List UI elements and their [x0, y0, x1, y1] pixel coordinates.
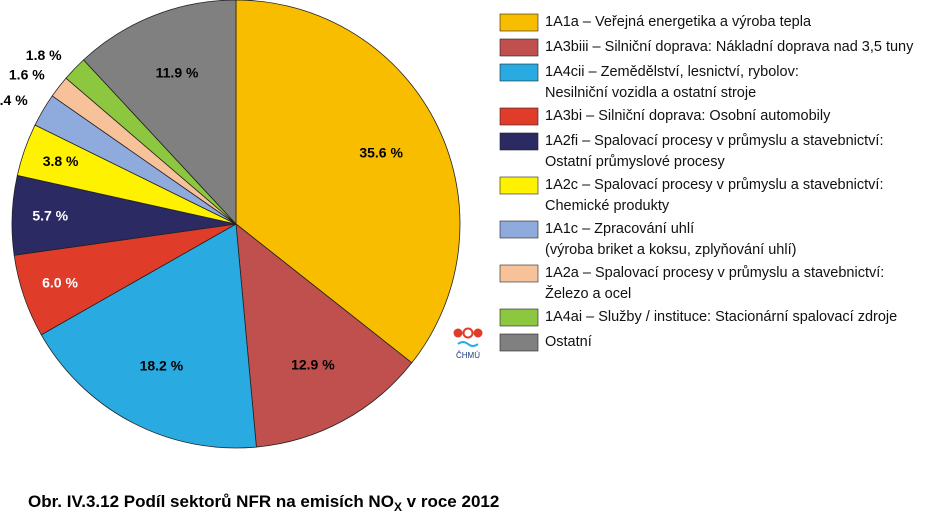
logo: ČHMÚ	[453, 327, 483, 360]
pie-slice	[235, 223, 413, 448]
value-label: 5.7 %	[32, 207, 68, 223]
chart-title: Obr. IV.3.12 Podíl sektorů NFR na emisíc…	[28, 492, 499, 514]
legend-swatch	[499, 264, 539, 283]
legend-label: 1A2fi – Spalovací procesy v průmyslu a s…	[545, 133, 884, 170]
legend-swatch	[499, 38, 539, 57]
value-label: 1.6 %	[9, 67, 45, 83]
value-label: 6.0 %	[42, 275, 78, 291]
legend-swatch	[499, 63, 539, 82]
title-subscript: X	[394, 500, 402, 514]
title-part: v roce 2012	[402, 492, 499, 511]
value-label: 2.4 %	[0, 92, 28, 108]
pie-slice	[83, 0, 237, 226]
legend-swatch	[499, 220, 539, 239]
legend-label: 1A1a – Veřejná energetika a výroba tepla	[545, 14, 812, 30]
pie-slice	[235, 0, 461, 364]
legend-label: 1A3bi – Silniční doprava: Osobní automob…	[545, 108, 831, 124]
value-label: 1.8 %	[26, 47, 62, 63]
pie-slice	[40, 223, 257, 449]
logo-dot	[453, 328, 463, 338]
legend-label: 1A2a – Spalovací procesy v průmyslu a st…	[545, 265, 884, 302]
value-label: 11.9 %	[156, 65, 199, 81]
value-label: 18.2 %	[140, 358, 184, 374]
legend-swatch	[499, 176, 539, 195]
legend-label: 1A2c – Spalovací procesy v průmyslu a st…	[545, 177, 884, 214]
legend-swatch	[499, 107, 539, 126]
legend-label: 1A4cii – Zemědělství, lesnictví, rybolov…	[545, 64, 799, 101]
legend-label: 1A1c – Zpracování uhlí (výroba briket a k…	[545, 221, 796, 258]
value-label: 12.9 %	[291, 356, 335, 372]
value-label: 35.6 %	[359, 144, 403, 160]
legend-swatch	[499, 333, 539, 352]
legend-label: 1A3biii – Silniční doprava: Nákladní dop…	[545, 39, 914, 55]
value-label: 3.8 %	[43, 153, 79, 169]
logo-dot	[462, 327, 474, 339]
legend-label: Ostatní	[545, 334, 592, 350]
logo-text: ČHMÚ	[456, 351, 480, 360]
legend-swatch	[499, 13, 539, 32]
logo-wave	[457, 341, 479, 347]
logo-dot	[473, 328, 483, 338]
legend-swatch	[499, 132, 539, 151]
title-part: Obr. IV.3.12 Podíl sektorů NFR na emisíc…	[28, 492, 394, 511]
legend-label: 1A4ai – Služby / instituce: Stacionární …	[545, 309, 897, 325]
legend-swatch	[499, 308, 539, 327]
